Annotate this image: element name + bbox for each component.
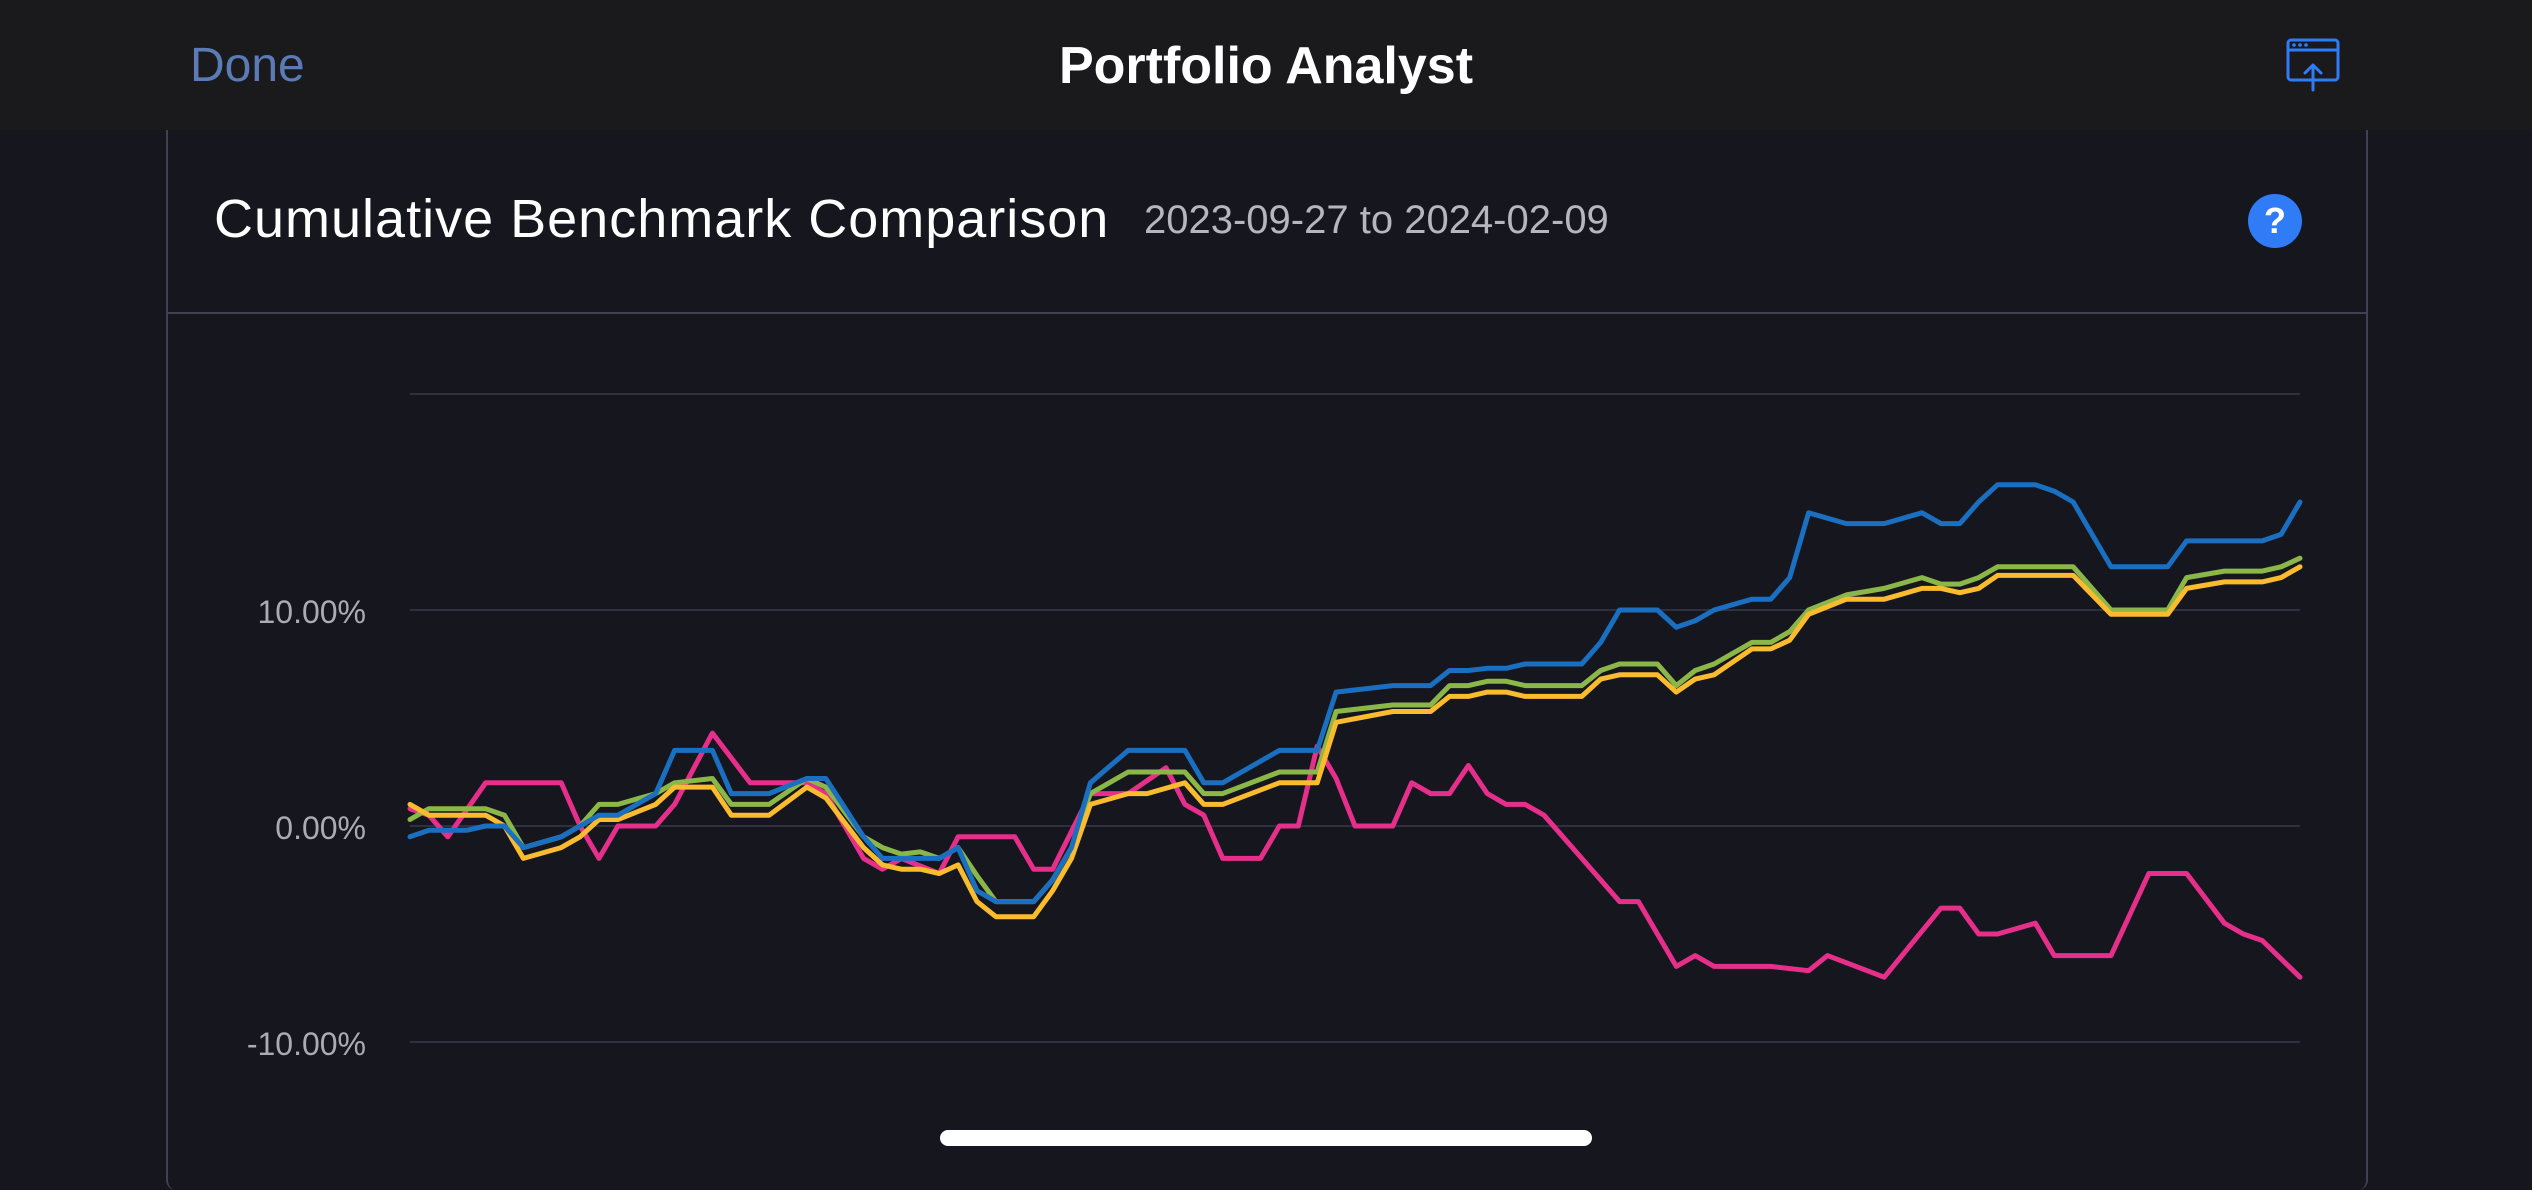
- series-line-2: [407, 564, 2303, 920]
- benchmark-card: Cumulative Benchmark Comparison 2023-09-…: [166, 130, 2368, 1190]
- y-tick-labels: 10.00% 0.00% -10.00%: [247, 594, 366, 1062]
- card-header: Cumulative Benchmark Comparison 2023-09-…: [168, 130, 2366, 314]
- navigation-bar: Done Portfolio Analyst: [0, 0, 2532, 130]
- card-title: Cumulative Benchmark Comparison: [214, 189, 1110, 249]
- y-tick-label: 10.00%: [257, 594, 366, 630]
- home-indicator: [940, 1130, 1592, 1146]
- series-line-3: [407, 482, 2303, 905]
- y-tick-label: 0.00%: [275, 810, 366, 846]
- date-range: 2023-09-27 to 2024-02-09: [1144, 198, 1609, 242]
- share-window-icon-graphic: [2286, 38, 2340, 92]
- done-button[interactable]: Done: [190, 39, 305, 92]
- page-title: Portfolio Analyst: [1058, 37, 1474, 95]
- share-window-icon[interactable]: [2286, 38, 2344, 94]
- series-line-1: [407, 555, 2303, 905]
- series-line-0: [407, 730, 2303, 980]
- help-button[interactable]: ?: [2248, 194, 2302, 248]
- series-layer: [407, 482, 2303, 980]
- y-tick-label: -10.00%: [247, 1026, 366, 1062]
